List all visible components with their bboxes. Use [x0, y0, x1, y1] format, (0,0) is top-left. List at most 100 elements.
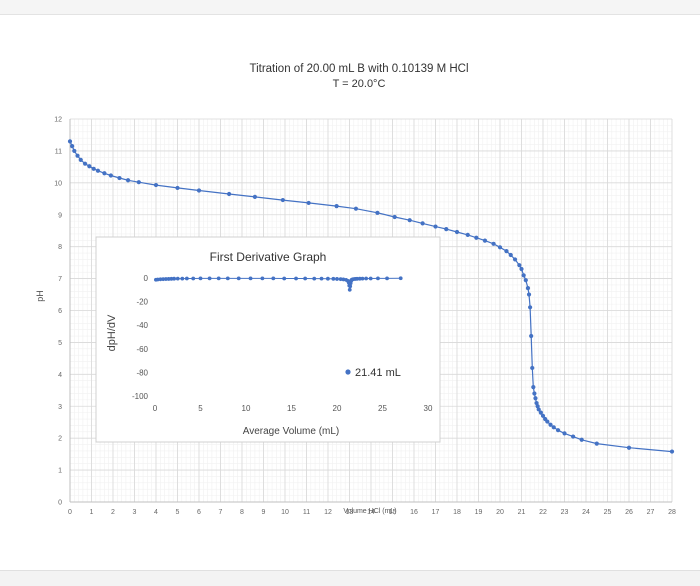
main-data-point: [95, 168, 101, 173]
inset-data-point: [155, 277, 160, 282]
y-tick-label: 12: [54, 117, 62, 124]
y-tick-label: 4: [58, 372, 62, 379]
main-data-point: [252, 194, 257, 199]
inset-data-point: [236, 276, 241, 281]
main-data-point: [407, 218, 412, 223]
inset-data-point: [271, 276, 276, 281]
main-data-point: [153, 182, 159, 188]
inset-x-tick-label: 20: [333, 404, 342, 413]
x-tick-label: 10: [281, 509, 289, 516]
x-tick-label: 21: [518, 509, 526, 516]
inset-data-point: [319, 276, 324, 281]
main-data-point: [626, 445, 632, 450]
main-data-point: [454, 229, 460, 235]
inset-data-point: [398, 276, 403, 281]
main-data-point: [392, 214, 397, 220]
y-tick-label: 9: [58, 212, 62, 219]
inset-data-point: [364, 276, 369, 281]
main-data-point: [504, 249, 509, 254]
inset-data-point: [376, 276, 380, 281]
x-tick-label: 11: [303, 509, 310, 516]
inset-data-point: [282, 276, 287, 281]
main-data-point: [594, 441, 599, 446]
main-data-point: [280, 197, 285, 203]
main-data-point: [67, 139, 73, 144]
main-subtitle: T = 20.0°C: [333, 78, 386, 90]
main-data-point: [535, 404, 540, 409]
main-data-point: [532, 391, 537, 396]
inset-data-point: [248, 276, 253, 281]
annotation-label: 21.41 mL: [355, 367, 401, 379]
main-data-point: [538, 410, 543, 415]
inset-y-ticks: 0 -20 -40 -60 -80 -100: [132, 274, 149, 401]
main-data-point: [482, 238, 488, 243]
y-tick-label: 3: [58, 404, 62, 411]
inset-x-ticks: 0 5 10 15 20 25 30: [153, 404, 433, 413]
inset-x-tick-label: 15: [287, 404, 296, 413]
x-tick-label: 7: [219, 509, 223, 516]
inset-y-tick-label: -40: [136, 321, 148, 330]
main-data-point: [548, 422, 553, 427]
main-data-point: [70, 144, 75, 149]
main-data-point: [531, 385, 536, 390]
main-data-point: [334, 204, 339, 209]
main-data-point: [571, 434, 576, 439]
x-tick-label: 19: [475, 509, 483, 516]
main-data-point: [579, 437, 584, 442]
main-data-point: [75, 153, 80, 158]
inset-y-tick-label: -60: [136, 345, 148, 354]
inset-data-point: [225, 276, 230, 281]
inset-data-point: [184, 276, 189, 281]
inset-data-point: [158, 277, 163, 282]
x-tick-label: 2: [111, 509, 115, 516]
y-tick-label: 8: [58, 244, 62, 251]
inset-x-tick-label: 30: [424, 404, 433, 413]
main-data-point: [117, 175, 122, 181]
inset-data-point: [355, 276, 359, 281]
inset-data-point: [260, 276, 265, 281]
inset-x-tick-label: 0: [153, 404, 158, 413]
x-tick-label: 12: [324, 509, 332, 516]
annotation-marker: [345, 369, 351, 375]
inset-data-point: [360, 276, 365, 281]
main-data-point: [534, 400, 539, 406]
main-axes: [69, 119, 672, 503]
main-y-axis-label: pH: [35, 290, 45, 302]
inset-y-tick-label: -20: [136, 298, 148, 307]
x-tick-label: 18: [453, 509, 461, 516]
x-tick-label: 24: [582, 509, 590, 516]
x-tick-label: 5: [176, 509, 180, 516]
inset-data-point: [385, 276, 389, 281]
inset-y-axis-label: dpH/dV: [106, 314, 118, 351]
main-data-point: [523, 278, 528, 283]
x-tick-label: 26: [625, 509, 633, 516]
main-data-point: [512, 257, 518, 262]
inset-y-tick-label: -80: [136, 368, 148, 377]
x-tick-label: 13: [346, 509, 354, 516]
main-data-point: [125, 178, 131, 183]
inset-data-point: [207, 276, 212, 281]
inset-data-point: [198, 276, 203, 281]
top-bar: [0, 0, 700, 15]
y-tick-label: 1: [58, 468, 62, 475]
inset-data-point: [357, 276, 362, 281]
main-data-point: [474, 235, 479, 240]
inset-data-point: [312, 276, 317, 281]
main-data-point: [669, 449, 675, 454]
inset-data-point: [169, 276, 174, 281]
x-tick-label: 28: [668, 509, 676, 516]
main-data-point: [540, 413, 546, 418]
main-data-point: [491, 241, 496, 246]
inset-data-point: [331, 276, 336, 281]
main-series: [67, 139, 675, 454]
y-tick-label: 6: [58, 308, 62, 315]
inset-data-point: [172, 276, 177, 281]
titration-chart: Titration of 20.00 mL B with 0.10139 M H…: [35, 63, 676, 516]
x-tick-label: 9: [262, 509, 266, 516]
main-data-point: [497, 245, 503, 250]
main-data-point: [521, 273, 526, 278]
main-data-point: [529, 333, 534, 339]
x-tick-label: 27: [647, 509, 655, 516]
main-data-point: [72, 148, 77, 154]
